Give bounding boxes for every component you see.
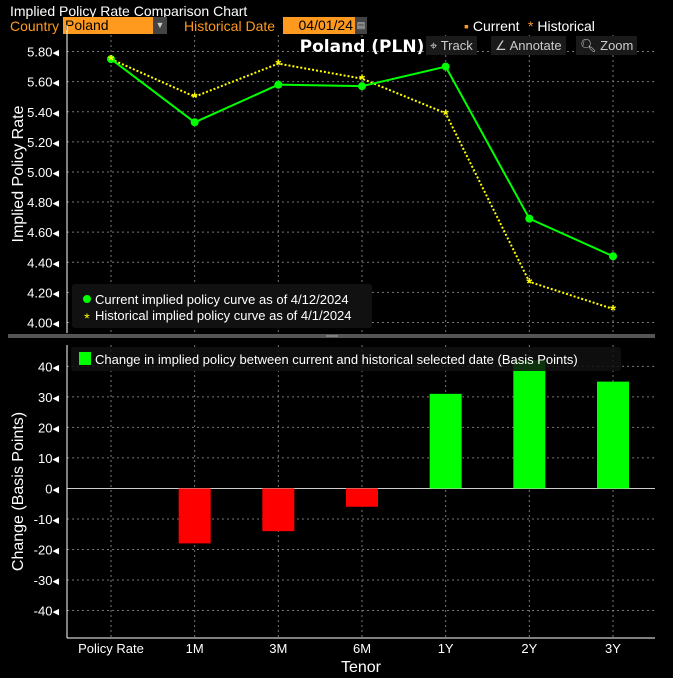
line-legend-box — [72, 284, 372, 328]
y-tick-label: 10◂ — [38, 451, 59, 466]
window-title: Implied Policy Rate Comparison Chart — [10, 3, 248, 19]
current-point — [190, 118, 199, 127]
legend-historical-marker: * — [84, 310, 90, 326]
y-tick-label: 4.00◂ — [27, 315, 59, 330]
y-tick-label: 5.00◂ — [27, 165, 59, 180]
x-tick-label: 3Y — [605, 641, 621, 656]
x-tick-label: Policy Rate — [78, 641, 144, 656]
bar-legend-label: Change in implied policy between current… — [95, 352, 578, 367]
bar — [178, 488, 211, 544]
y-tick-label: 40◂ — [38, 359, 59, 374]
x-tick-label: 1Y — [438, 641, 454, 656]
current-point — [441, 62, 450, 71]
y-tick-label: -10◂ — [34, 512, 60, 527]
y-tick-label: 5.60◂ — [27, 75, 59, 90]
date-label: Historical Date — [184, 18, 276, 34]
legend-historical: Historical — [537, 18, 595, 34]
current-point — [609, 252, 617, 261]
legend-historical-label: Historical implied policy curve as of 4/… — [95, 308, 352, 323]
x-tick-label: 2Y — [521, 641, 537, 656]
current-point — [274, 80, 283, 89]
y-tick-label: -20◂ — [34, 542, 60, 557]
current-point — [358, 82, 366, 91]
current-legend-marker: ▪ — [464, 18, 469, 34]
y-tick-label: 20◂ — [38, 420, 59, 435]
y-tick-label: 4.40◂ — [27, 255, 59, 270]
zoom-button[interactable]: 🔍︎ Zoom — [576, 36, 638, 55]
historical-point: * — [275, 57, 281, 74]
historical-point: * — [526, 275, 532, 292]
y-tick-label: -40◂ — [34, 604, 60, 619]
historical-point: * — [192, 90, 198, 107]
current-point — [107, 55, 115, 64]
historical-point: * — [610, 302, 616, 319]
legend-current-label: Current implied policy curve as of 4/12/… — [95, 292, 349, 307]
magnifier-icon: 🔍︎ — [580, 38, 597, 53]
crosshair-icon: ⌖ — [430, 38, 438, 53]
legend-current-marker — [83, 295, 91, 303]
bar — [262, 488, 295, 532]
y-tick-label: 5.40◂ — [27, 105, 59, 120]
y-tick-label: 5.20◂ — [27, 135, 59, 150]
historical-legend-marker: * — [528, 18, 534, 34]
y-axis-label: Implied Policy Rate — [10, 105, 27, 242]
historical-point: * — [108, 52, 114, 69]
y-tick-label: 5.80◂ — [27, 45, 59, 60]
x-tick-label: 3M — [269, 641, 287, 656]
calendar-icon[interactable]: ▤ — [355, 17, 367, 34]
y-tick-label: 4.60◂ — [27, 225, 59, 240]
y-tick-label: 4.20◂ — [27, 285, 59, 300]
x-tick-label: 1M — [186, 641, 204, 656]
legend-current: Current — [472, 18, 520, 34]
historical-line — [110, 58, 614, 310]
country-label: Country — [10, 18, 60, 34]
y-axis-label: Change (Basis Points) — [10, 412, 27, 571]
bar — [513, 360, 546, 489]
y-tick-label: 4.80◂ — [27, 195, 59, 210]
country-select[interactable]: Poland — [63, 17, 153, 34]
track-button[interactable]: ⌖ Track — [426, 36, 477, 55]
pencil-icon: ∠ — [495, 38, 507, 53]
current-point — [525, 214, 534, 223]
chevron-down-icon[interactable]: ▼ — [153, 17, 167, 34]
bar — [429, 393, 462, 489]
bar — [597, 381, 629, 489]
y-tick-label: 30◂ — [38, 390, 59, 405]
chart-title: Poland (PLN) — [300, 37, 425, 57]
historical-date-input[interactable]: 04/01/24 — [283, 17, 355, 34]
bar-legend-box — [71, 347, 621, 371]
annotate-button[interactable]: ∠ Annotate — [491, 36, 566, 55]
y-tick-label: 0◂ — [45, 481, 59, 496]
y-tick-label: -30◂ — [34, 573, 60, 588]
legend-bar-marker — [79, 352, 91, 365]
x-axis-label: Tenor — [341, 659, 382, 676]
x-tick-label: 6M — [353, 641, 371, 656]
historical-point: * — [443, 106, 449, 123]
bar — [346, 488, 378, 507]
historical-point: * — [359, 72, 365, 89]
